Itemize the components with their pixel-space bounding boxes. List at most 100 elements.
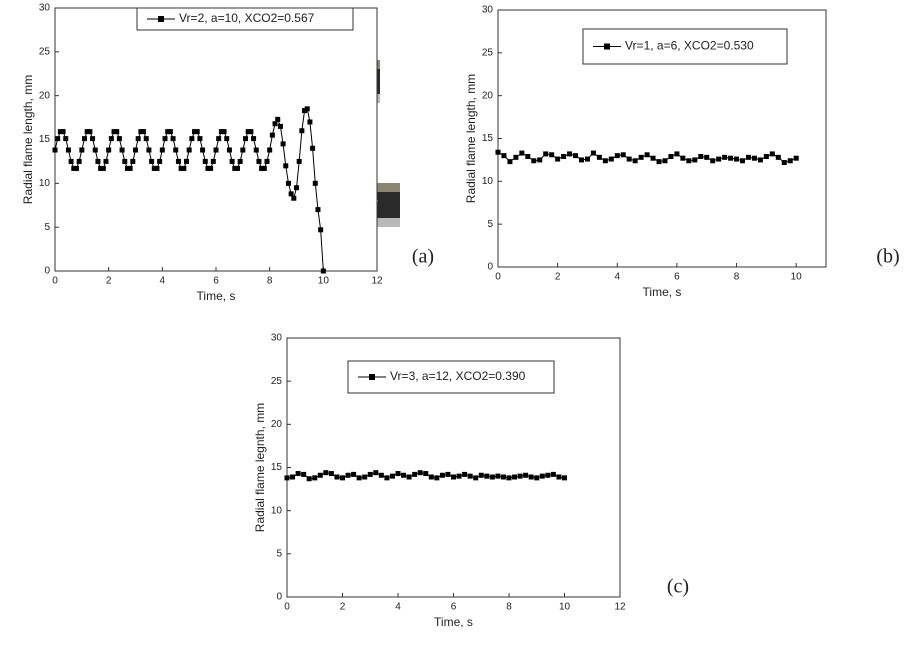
marker	[315, 207, 321, 213]
marker	[467, 473, 473, 479]
marker	[296, 158, 302, 164]
marker	[130, 158, 136, 164]
marker	[356, 475, 362, 481]
y-tick-label: 20	[482, 90, 494, 101]
marker	[173, 147, 179, 153]
marker	[216, 136, 222, 142]
marker	[312, 475, 318, 481]
marker	[528, 474, 534, 480]
y-tick-label: 10	[39, 178, 51, 189]
x-tick-label: 8	[267, 276, 273, 287]
marker	[686, 158, 692, 164]
y-tick-label: 30	[482, 5, 494, 16]
marker	[186, 147, 192, 153]
y-tick-label: 10	[482, 176, 494, 187]
marker	[240, 147, 246, 153]
marker	[90, 136, 96, 142]
x-axis-label: Time, s	[197, 289, 236, 303]
marker	[87, 129, 93, 135]
marker	[434, 475, 440, 481]
marker	[79, 147, 85, 153]
marker	[734, 156, 740, 162]
marker	[500, 474, 506, 480]
marker	[116, 136, 122, 142]
marker	[462, 471, 468, 477]
marker	[550, 471, 556, 477]
x-tick-label: 6	[213, 276, 219, 287]
y-tick-label: 15	[39, 134, 51, 145]
marker	[596, 154, 602, 160]
marker	[745, 154, 751, 160]
marker	[157, 158, 163, 164]
marker	[334, 474, 340, 480]
legend-marker	[158, 16, 164, 22]
marker	[501, 153, 507, 159]
marker	[245, 129, 251, 135]
marker	[632, 158, 638, 164]
marker	[178, 165, 184, 171]
marker	[539, 473, 545, 479]
marker	[92, 147, 98, 153]
marker	[243, 136, 249, 142]
marker	[290, 474, 296, 480]
marker	[775, 154, 781, 160]
panel-label: (c)	[667, 576, 689, 598]
marker	[590, 150, 596, 156]
marker	[124, 165, 130, 171]
chart: 0 2 4 6 8 10 0 5 10 15 20 25 30 Time, s Radial flame l…	[464, 5, 899, 300]
marker	[106, 147, 112, 153]
marker	[534, 475, 540, 481]
marker	[489, 474, 495, 480]
legend-label: Vr=1, a=6, XCO2=0.530	[625, 39, 754, 53]
x-axis-label: Time, s	[643, 285, 682, 299]
marker	[98, 165, 104, 171]
marker	[668, 153, 674, 159]
marker	[283, 163, 289, 169]
x-tick-label: 10	[791, 272, 803, 283]
marker	[154, 165, 160, 171]
marker	[561, 153, 567, 159]
marker	[52, 147, 58, 153]
marker	[232, 165, 238, 171]
x-tick-label: 2	[106, 276, 112, 287]
marker	[295, 471, 301, 477]
marker	[264, 158, 270, 164]
marker	[506, 475, 512, 481]
y-tick-label: 10	[271, 505, 283, 516]
marker	[428, 474, 434, 480]
legend-label: Vr=3, a=12, XCO2=0.390	[390, 369, 526, 383]
y-tick-label: 5	[487, 219, 493, 230]
marker	[787, 158, 793, 164]
marker	[114, 129, 120, 135]
y-tick-label: 0	[276, 592, 282, 603]
marker	[692, 157, 698, 163]
marker	[556, 474, 562, 480]
marker	[213, 147, 219, 153]
marker	[614, 153, 620, 159]
y-tick-label: 5	[276, 548, 282, 559]
marker	[133, 147, 138, 153]
marker	[310, 145, 316, 151]
marker	[226, 147, 232, 153]
marker	[60, 129, 66, 135]
marker	[456, 473, 462, 479]
marker	[272, 121, 278, 127]
x-tick-label: 10	[318, 276, 330, 287]
marker	[312, 180, 318, 186]
y-tick-label: 25	[271, 376, 283, 387]
marker	[253, 147, 259, 153]
marker	[111, 129, 117, 135]
marker	[175, 158, 181, 164]
marker	[261, 165, 267, 171]
marker	[291, 195, 297, 201]
y-tick-label: 0	[487, 262, 493, 273]
marker	[165, 129, 171, 135]
marker	[256, 158, 262, 164]
marker	[307, 119, 313, 125]
x-axis-label: Time, s	[434, 615, 473, 629]
marker	[234, 165, 240, 171]
x-tick-label: 6	[674, 272, 680, 283]
marker	[423, 471, 429, 477]
marker	[135, 136, 141, 142]
